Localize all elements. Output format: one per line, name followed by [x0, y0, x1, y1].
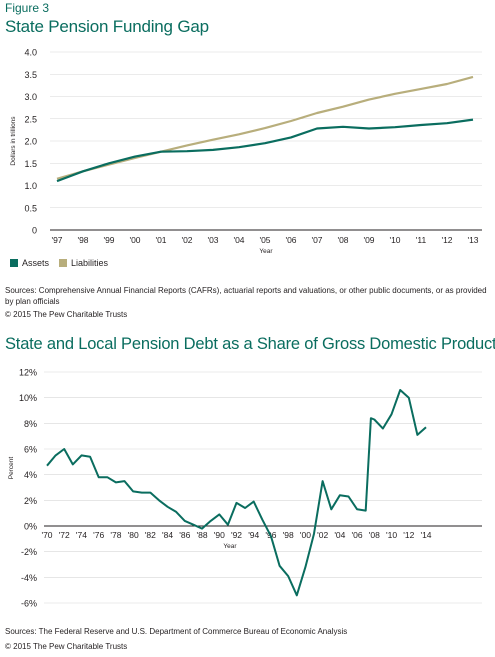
x-tick-label: '98 — [77, 235, 88, 245]
y-axis-label: Dollars in trillions — [10, 116, 17, 166]
x-tick-label: '02 — [317, 530, 328, 540]
x-tick-label: '08 — [369, 530, 380, 540]
y-tick-label: 2.0 — [24, 137, 37, 147]
figure-label: Figure 3 — [5, 1, 50, 15]
y-tick-label: 3.5 — [24, 70, 37, 80]
y-tick-label: 2.5 — [24, 114, 37, 124]
x-tick-label: '05 — [259, 235, 270, 245]
x-tick-label: '08 — [337, 235, 348, 245]
chart2-plot: 12% 10% 8% 6% 4% 2% 0% -2% -4% -6% '70 '72 '74 '76 '78… — [8, 368, 482, 609]
y-tick-label: -4% — [21, 573, 37, 583]
x-tick-label: '78 — [110, 530, 121, 540]
y-tick-label: 10% — [19, 393, 37, 403]
x-tick-label: '10 — [386, 530, 397, 540]
x-tick-label: '06 — [352, 530, 363, 540]
series-line-debt-share — [46, 389, 427, 597]
series-line-liabilities — [56, 75, 474, 180]
y-axis-label: Percent — [8, 457, 15, 480]
legend-item-liabilities: Liabilities — [59, 258, 108, 268]
chart1-title: State Pension Funding Gap — [5, 17, 209, 36]
y-tick-label: 0% — [24, 522, 37, 532]
x-tick-label: '06 — [285, 235, 296, 245]
legend-label-assets: Assets — [22, 258, 50, 268]
x-tick-label: '74 — [76, 530, 87, 540]
x-tick-label: '82 — [145, 530, 156, 540]
x-tick-label: '01 — [155, 235, 166, 245]
chart1-legend: Assets Liabilities — [10, 258, 118, 268]
x-tick-label: '90 — [214, 530, 225, 540]
x-tick-label: '98 — [283, 530, 294, 540]
y-tick-label: 4% — [24, 470, 37, 480]
legend-item-assets: Assets — [10, 258, 49, 268]
x-tick-label: '94 — [248, 530, 259, 540]
x-tick-label: '10 — [389, 235, 400, 245]
x-tick-label: '09 — [363, 235, 374, 245]
chart2-copyright: © 2015 The Pew Charitable Trusts — [5, 642, 128, 651]
x-tick-label: '03 — [207, 235, 218, 245]
x-axis-label: Year — [223, 543, 237, 550]
x-tick-label: '80 — [128, 530, 139, 540]
x-tick-label: '14 — [420, 530, 431, 540]
y-tick-label: 1.0 — [24, 181, 37, 191]
x-tick-label: '88 — [197, 530, 208, 540]
x-tick-label: '12 — [403, 530, 414, 540]
chart2-source-note: Sources: The Federal Reserve and U.S. De… — [5, 627, 348, 636]
x-tick-label: '00 — [129, 235, 140, 245]
chart1-plot: 0 0.5 1.0 1.5 2.0 2.5 3.0 3.5 4.0 '97 '98 '99 '00 '01… — [10, 48, 482, 255]
x-tick-label: '12 — [441, 235, 452, 245]
y-tick-label: 2% — [24, 496, 37, 506]
x-tick-label: '86 — [179, 530, 190, 540]
x-tick-label: '76 — [93, 530, 104, 540]
y-tick-label: 12% — [19, 368, 37, 378]
y-tick-label: 4.0 — [24, 48, 37, 58]
series-line-assets — [56, 118, 474, 183]
x-tick-label: '13 — [467, 235, 478, 245]
y-tick-label: 0 — [32, 226, 37, 236]
legend-label-liabilities: Liabilities — [71, 258, 109, 268]
x-tick-label: '04 — [233, 235, 244, 245]
x-tick-label: '00 — [300, 530, 311, 540]
y-tick-label: 3.0 — [24, 92, 37, 102]
chart1-copyright: © 2015 The Pew Charitable Trusts — [5, 310, 128, 319]
y-tick-label: 6% — [24, 445, 37, 455]
x-axis-label: Year — [259, 248, 273, 255]
x-tick-label: '72 — [59, 530, 70, 540]
x-tick-label: '07 — [311, 235, 322, 245]
x-tick-label: '04 — [334, 530, 345, 540]
x-tick-label: '70 — [41, 530, 52, 540]
x-tick-label: '11 — [416, 235, 427, 245]
legend-swatch-assets — [10, 259, 18, 267]
y-tick-label: -2% — [21, 547, 37, 557]
x-tick-label: '84 — [162, 530, 173, 540]
y-tick-label: 1.5 — [24, 159, 37, 169]
chart2-title: State and Local Pension Debt as a Share … — [5, 335, 495, 353]
y-tick-label: -6% — [21, 599, 37, 609]
x-tick-label: '99 — [103, 235, 114, 245]
legend-swatch-liabilities — [59, 259, 68, 267]
x-tick-label: '92 — [231, 530, 242, 540]
y-tick-label: 0.5 — [24, 203, 37, 213]
chart1-source-note: Sources: Comprehensive Annual Financial … — [5, 286, 487, 306]
y-tick-label: 8% — [24, 419, 37, 429]
x-tick-label: '02 — [181, 235, 192, 245]
x-tick-label: '97 — [51, 235, 62, 245]
